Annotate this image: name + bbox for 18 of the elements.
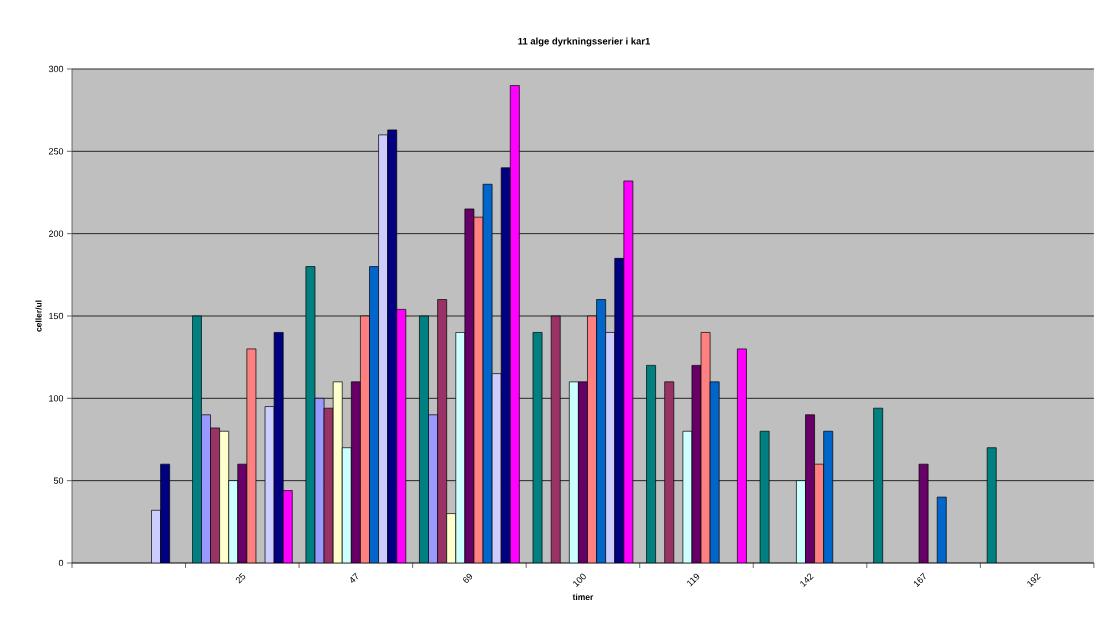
y-axis-title: celler/ul — [35, 300, 42, 332]
x-tick-label: 100 — [573, 573, 586, 587]
x-tick-label: 192 — [1027, 573, 1041, 587]
y-tick-label: 200 — [48, 230, 64, 237]
x-axis-title: timer — [572, 593, 594, 600]
y-tick-label: 50 — [53, 477, 64, 484]
y-tick-label: 250 — [48, 148, 64, 155]
y-tick-label: 150 — [49, 312, 64, 320]
y-tick-label: 0 — [58, 559, 64, 567]
x-tick-label: 142 — [800, 573, 814, 588]
x-tick-label: 167 — [913, 572, 926, 587]
y-tick-label: 300 — [48, 65, 64, 73]
x-tick-label: 47 — [350, 572, 358, 583]
chart-title: 11 alge dyrkningsserier i kar1 — [518, 37, 651, 47]
x-tick-label: 69 — [463, 573, 473, 583]
x-tick-label: 119 — [687, 573, 700, 587]
x-tick-label: 25 — [235, 573, 246, 584]
y-tick-label: 100 — [49, 395, 64, 402]
